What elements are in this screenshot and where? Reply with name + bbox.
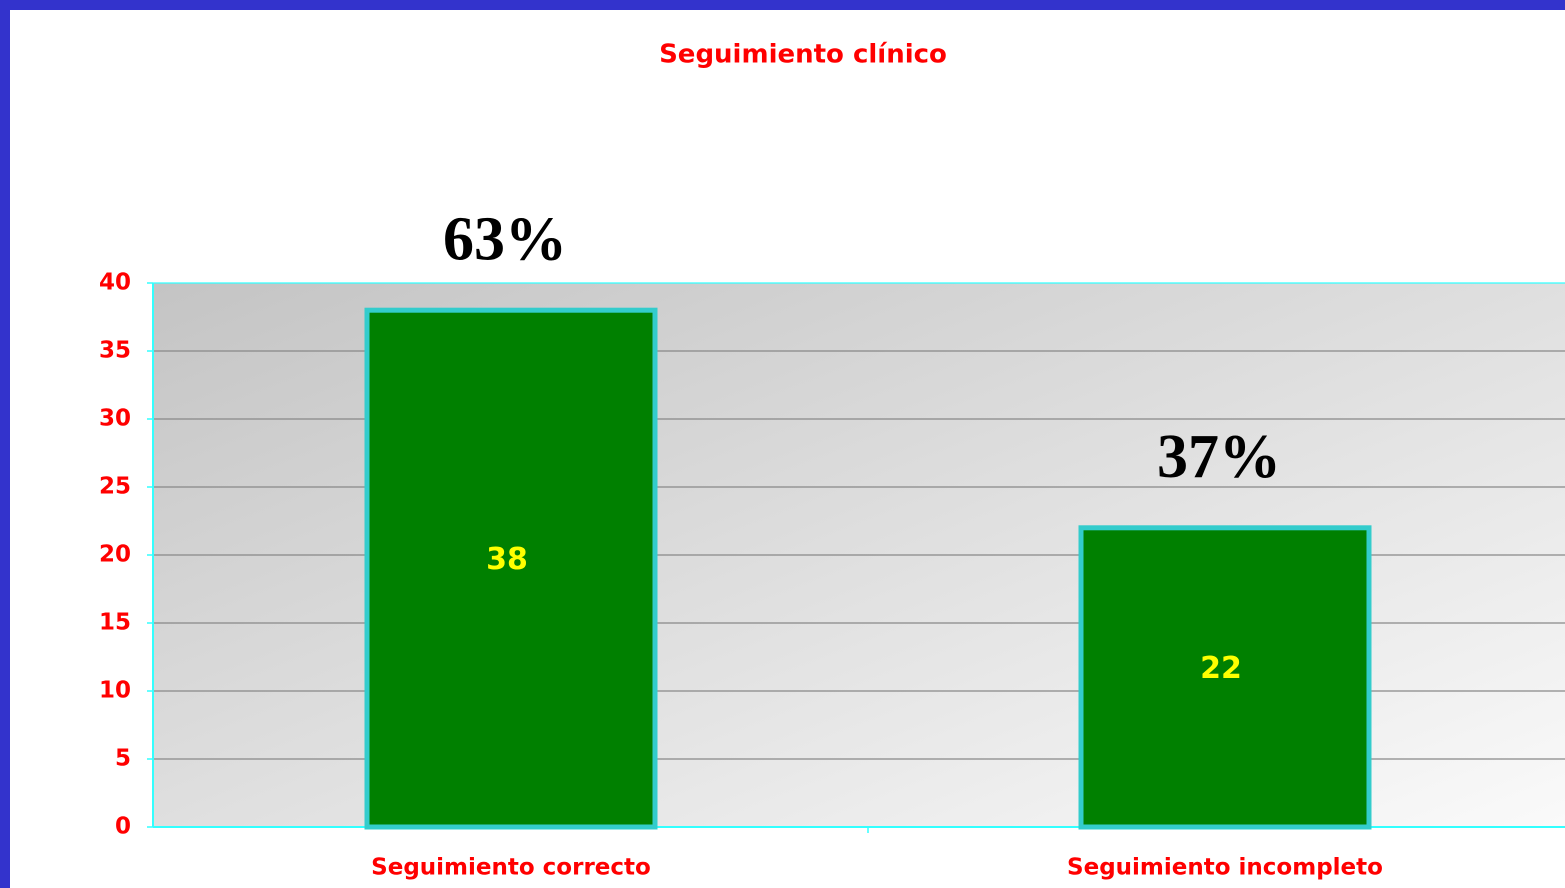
y-tick-label: 25 [99, 474, 131, 500]
y-tick-label: 20 [99, 542, 131, 568]
x-tick-label: Seguimiento correcto [371, 855, 651, 881]
y-tick-label: 5 [115, 746, 131, 772]
value-label: 38 [486, 542, 528, 577]
bar [364, 307, 658, 830]
annotation: 63% [443, 205, 567, 273]
annotation: 37% [1157, 423, 1281, 491]
y-tick-label: 10 [99, 678, 131, 704]
chart-title: Seguimiento clínico [659, 40, 947, 70]
value-label: 22 [1200, 651, 1242, 686]
y-tick-label: 15 [99, 610, 131, 636]
bar [1078, 525, 1372, 830]
y-tick-label: 0 [115, 814, 131, 840]
y-tick-label: 30 [99, 406, 131, 432]
y-tick-label: 35 [99, 338, 131, 364]
y-tick-label: 40 [99, 270, 131, 296]
x-tick-label: Seguimiento incompleto [1067, 855, 1383, 881]
